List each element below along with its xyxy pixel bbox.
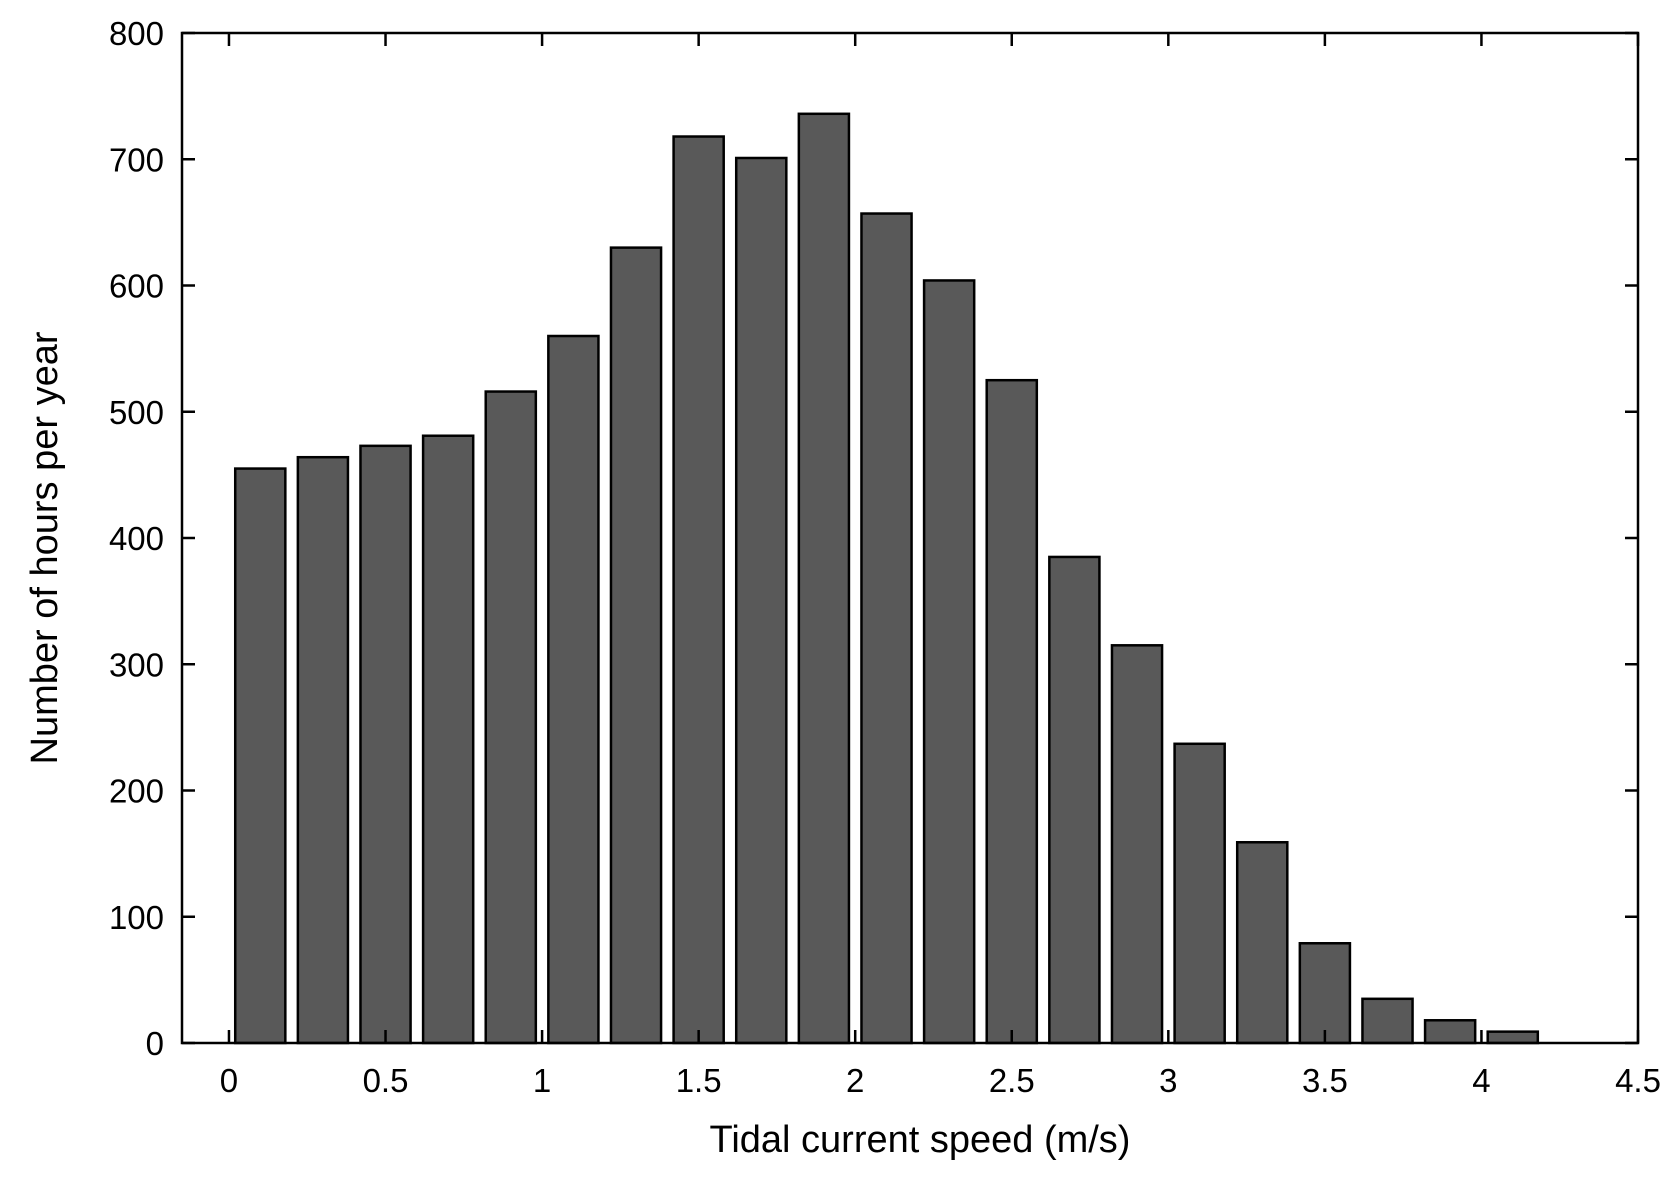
x-tick-label: 2.5 [989,1062,1035,1099]
x-tick-label: 3 [1159,1062,1177,1099]
bar [860,212,913,1045]
bar [985,378,1039,1045]
x-tick-label: 3.5 [1302,1062,1348,1099]
x-axis-label: Tidal current speed (m/s) [710,1119,1131,1161]
plot-frame [180,31,1640,1045]
bar [547,334,600,1045]
x-tick-label: 4.5 [1615,1062,1661,1099]
y-tick-label: 800 [109,15,164,52]
y-tick-label: 0 [146,1025,164,1062]
y-tick-label: 700 [109,141,164,178]
bar [1048,555,1101,1045]
bar [672,135,725,1045]
y-tick-label: 300 [109,646,164,683]
x-tick-label: 1.5 [676,1062,722,1099]
bar [1173,742,1226,1045]
x-tick-label: 1 [533,1062,551,1099]
x-tick-label: 4 [1472,1062,1490,1099]
bars-group [233,112,1540,1045]
bar [421,434,475,1045]
bar [1298,942,1352,1045]
bar [296,455,350,1045]
y-tick-label: 500 [109,394,164,431]
bar [233,467,287,1045]
y-tick-label: 400 [109,520,164,557]
bar [484,390,538,1045]
bar [1423,1019,1477,1045]
x-tick-label: 0.5 [363,1062,409,1099]
bar [797,112,851,1045]
axis-ticks: 0 0.5 1 1.5 2 2.5 3 3.5 4 4.5 0 100 200 300 400 500 600 7… [109,15,1661,1099]
bar [609,246,663,1045]
bar [1235,841,1289,1045]
bar [359,444,412,1045]
y-tick-label: 100 [109,899,164,936]
y-tick-label: 600 [109,268,164,305]
y-axis-label: Number of hours per year [24,331,66,764]
y-tick-label: 200 [109,773,164,810]
bar [734,156,788,1045]
x-tick-label: 2 [846,1062,864,1099]
bar [922,279,976,1045]
bar [1110,644,1164,1045]
bar [1486,1030,1540,1045]
bar [1361,997,1414,1045]
x-tick-label: 0 [220,1062,238,1099]
